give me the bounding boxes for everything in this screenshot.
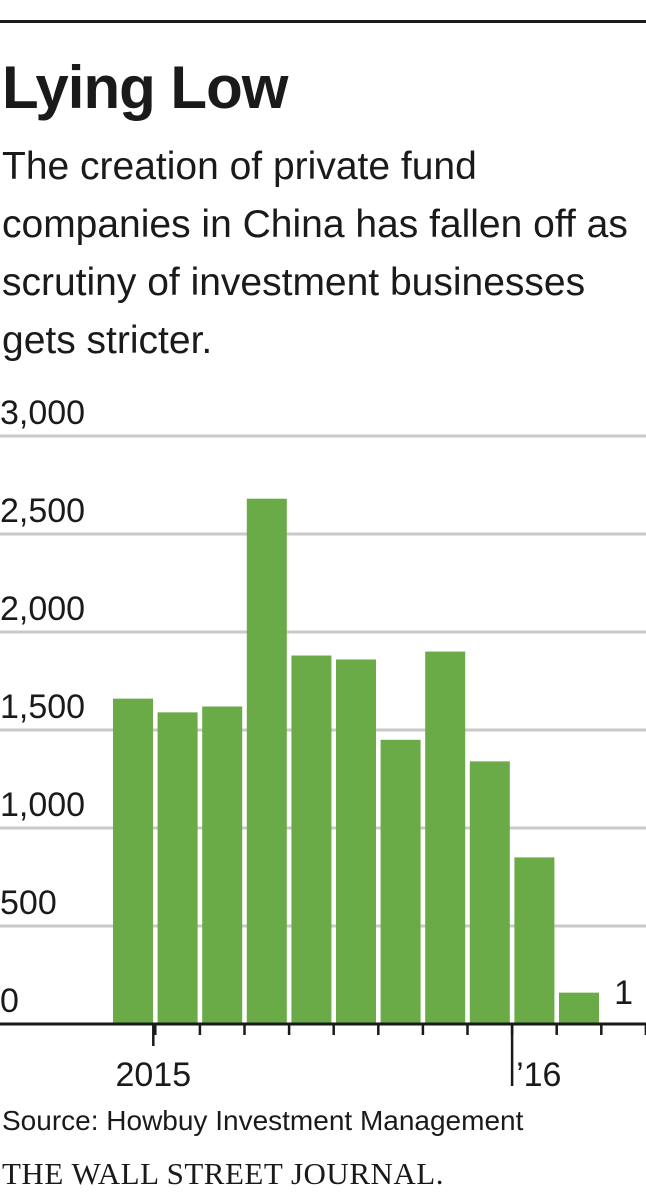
- y-tick-label: 2,000: [0, 590, 85, 628]
- bar: [380, 739, 421, 1024]
- y-tick-label: 3,000: [0, 394, 85, 432]
- bar: [113, 698, 153, 1024]
- bar: [469, 761, 510, 1024]
- chart-subtitle: The creation of private fund companies i…: [2, 145, 628, 362]
- chart-title: Lying Low: [2, 54, 288, 121]
- source-note: Source: Howbuy Investment Management: [2, 1105, 524, 1136]
- y-tick-label: 0: [0, 982, 19, 1020]
- bar: [514, 857, 555, 1024]
- y-tick-label: 2,500: [0, 492, 85, 530]
- bar: [202, 706, 243, 1024]
- bar: [336, 659, 376, 1024]
- y-tick-label: 500: [0, 884, 57, 922]
- bar: [291, 655, 332, 1024]
- y-tick-label: 1,000: [0, 786, 85, 824]
- data-label: 1: [614, 974, 633, 1012]
- bar: [559, 992, 599, 1024]
- top-rule: [0, 20, 646, 23]
- bar-chart: 0 500 1,000 1,500 2,000 2,500 3,000 2015 ’16 1: [0, 394, 646, 1090]
- bar: [157, 712, 198, 1024]
- x-tick-label: 2015: [115, 1056, 191, 1090]
- bar: [246, 498, 287, 1025]
- x-tick-label: ’16: [516, 1056, 561, 1090]
- publisher-brand: THE WALL STREET JOURNAL.: [2, 1156, 444, 1191]
- bar: [425, 651, 466, 1024]
- y-tick-label: 1,500: [0, 688, 85, 726]
